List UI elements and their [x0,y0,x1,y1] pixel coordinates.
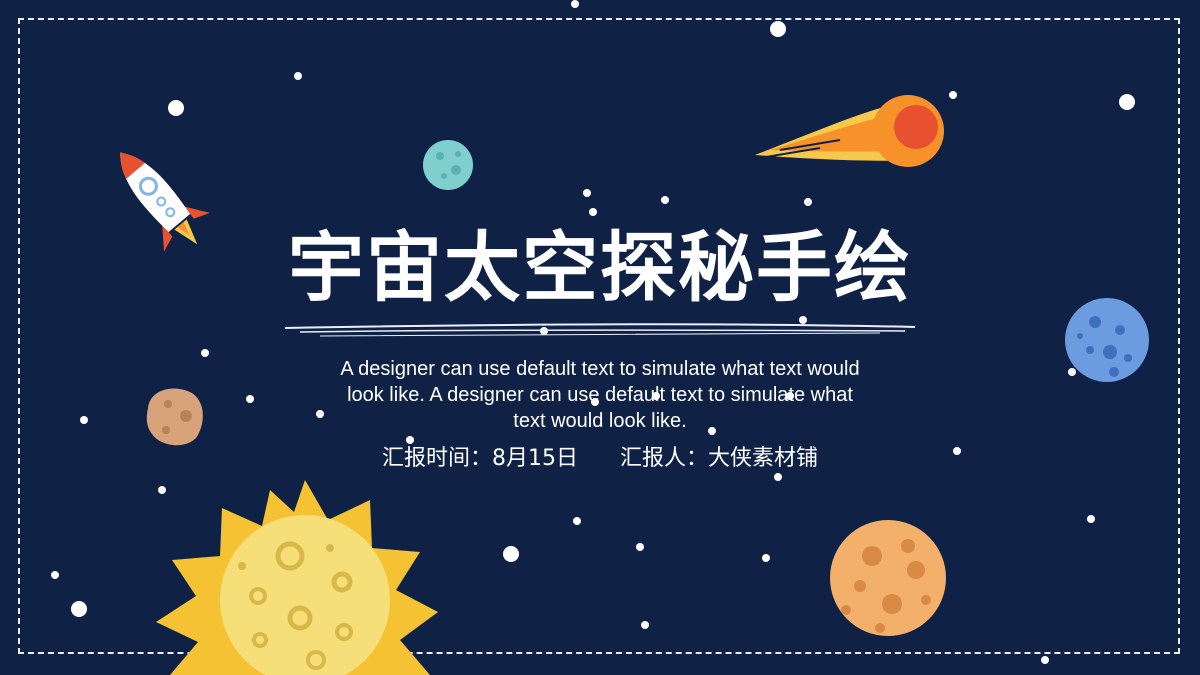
star-dot [583,189,591,197]
star-dot [571,0,579,8]
star-dot [708,427,716,435]
star-dot [799,316,807,324]
star-dot [636,543,644,551]
star-dot [641,621,649,629]
star-dot [804,198,812,206]
star-dot [80,416,88,424]
blue-planet-icon [1065,298,1149,382]
dashed-border-frame [18,18,1180,654]
star-dot [652,392,660,400]
title-underline [284,323,916,337]
star-dot [540,327,548,335]
page-title: 宇宙太空探秘手绘 [288,223,912,312]
report-info: 汇报时间：8月15日 汇报人：大侠素材铺 [0,440,1200,472]
teal-planet-icon [423,140,473,190]
asteroid-icon [146,388,203,446]
star-dot [246,395,254,403]
star-dot [953,447,961,455]
star-dot [774,473,782,481]
star-dot [786,392,794,400]
star-dot [406,436,414,444]
star-dot [503,546,519,562]
star-dot [316,410,324,418]
star-dot [949,91,957,99]
star-dot [1087,515,1095,523]
star-dot [661,196,669,204]
star-dot [589,208,597,216]
star-dot [294,72,302,80]
stars-field [51,0,1135,664]
sun-icon [156,480,438,675]
star-dot [158,486,166,494]
star-dot [71,601,87,617]
star-dot [201,349,209,357]
star-dot [168,100,184,116]
star-dot [1119,94,1135,110]
star-dot [770,21,786,37]
rocket-icon [120,152,210,252]
peach-planet-icon [830,520,946,636]
comet-icon [755,95,944,167]
star-dot [1068,368,1076,376]
subtitle-text: A designer can use default text to simul… [340,358,860,432]
star-dot [51,571,59,579]
star-dot [573,517,581,525]
star-dot [591,398,599,406]
reporter-label: 汇报人： [619,446,708,471]
star-dot [762,554,770,562]
report-time-label: 汇报时间： [381,446,492,471]
star-dot [1041,656,1049,664]
report-time-value: 8月15日 [491,446,578,471]
reporter-value: 大侠素材铺 [708,446,819,471]
